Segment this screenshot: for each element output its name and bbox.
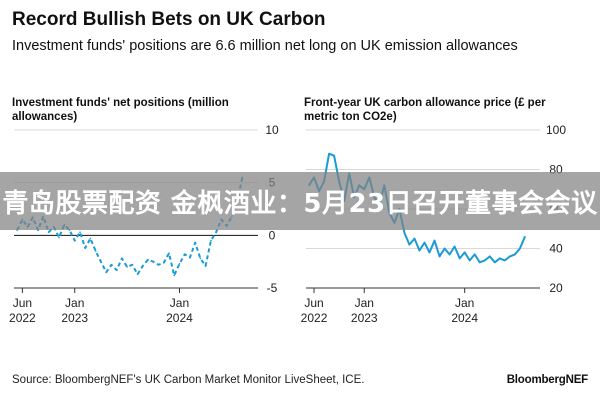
right-data-point (499, 257, 501, 260)
left-data-point (100, 260, 102, 263)
left-data-point (183, 253, 186, 256)
left-data-point (73, 239, 76, 242)
chart-subtitle: Investment funds' positions are 6.6 mill… (12, 38, 518, 54)
right-data-point (524, 235, 526, 238)
right-data-point (514, 253, 516, 256)
right-x-tick-label: Jan (455, 296, 474, 310)
right-data-point (453, 245, 456, 248)
left-data-point (79, 231, 81, 233)
left-data-point (189, 256, 191, 259)
left-data-point (94, 250, 97, 252)
brand-logo-text: BloombergNEF (506, 374, 588, 386)
left-x-tick-label: Jan (170, 296, 189, 310)
right-x-tick-label: Jun (304, 296, 323, 310)
left-data-point (152, 260, 155, 263)
left-y-tick-label: 0 (269, 228, 276, 242)
right-data-point (478, 261, 481, 264)
right-data-point (448, 253, 451, 256)
left-y-tick-label: 10 (265, 123, 279, 137)
left-data-point (157, 264, 160, 266)
left-data-point (121, 257, 123, 260)
left-data-point (168, 252, 170, 254)
right-panel-title: Front-year UK carbon allowance price (£ … (304, 97, 546, 123)
right-x-tick-label-year: 2022 (301, 311, 328, 325)
right-data-point (494, 261, 496, 264)
left-data-point (110, 264, 113, 266)
right-x-tick-label-year: 2023 (351, 311, 378, 325)
left-data-point (136, 273, 139, 276)
right-data-point (504, 259, 506, 262)
left-x-tick-label-year: 2023 (61, 311, 88, 325)
left-data-point (210, 239, 212, 242)
right-data-point (484, 259, 486, 262)
right-data-point (408, 243, 411, 246)
right-x-tick-label-year: 2024 (451, 311, 478, 325)
left-data-point (131, 264, 134, 266)
right-data-point (433, 239, 436, 242)
right-data-point (458, 257, 461, 260)
left-data-point (84, 247, 86, 249)
right-data-point (519, 247, 521, 250)
left-x-tick-label: Jan (65, 296, 84, 310)
right-data-point (468, 259, 471, 262)
left-y-tick-label: -5 (267, 281, 278, 295)
left-data-point (89, 237, 92, 240)
left-data-point (199, 257, 202, 260)
right-data-point (473, 253, 476, 256)
source-note: Source: BloombergNEF's UK Carbon Market … (12, 374, 365, 386)
overlay-banner (0, 172, 600, 230)
left-data-point (215, 231, 217, 233)
left-data-point (173, 274, 175, 277)
right-y-tick-label: 100 (546, 123, 566, 137)
left-x-tick-label-year: 2024 (166, 311, 193, 325)
right-y-tick-label: 40 (549, 242, 563, 256)
chart-title: Record Bullish Bets on UK Carbon (12, 9, 326, 30)
left-data-point (142, 265, 144, 267)
right-data-point (418, 249, 421, 252)
right-data-point (438, 255, 441, 258)
right-data-point (423, 241, 426, 244)
right-data-point (333, 154, 335, 157)
right-data-point (463, 251, 466, 254)
left-data-point (58, 236, 60, 239)
right-data-point (328, 152, 330, 155)
right-data-point (403, 231, 406, 234)
left-panel-title: Investment funds' net positions (million… (12, 97, 229, 123)
left-data-point (204, 265, 207, 267)
left-x-tick-label: Jun (13, 296, 32, 310)
left-data-point (115, 269, 118, 271)
left-data-point (178, 263, 181, 265)
left-data-point (163, 261, 165, 264)
left-data-point (194, 241, 196, 244)
left-data-point (147, 258, 149, 261)
right-data-point (428, 251, 431, 254)
left-data-point (126, 266, 128, 268)
right-data-point (413, 237, 416, 240)
left-x-tick-label-year: 2022 (9, 311, 36, 325)
overlay-banner-text: 青岛股票配资 金枫酒业：5月23日召开董事会会议 (2, 189, 598, 219)
right-data-point (509, 255, 511, 258)
right-y-tick-label: 20 (549, 281, 563, 295)
right-data-point (443, 247, 446, 250)
left-data-point (47, 231, 50, 233)
left-data-point (105, 271, 107, 274)
right-data-point (489, 255, 491, 258)
right-x-tick-label: Jan (355, 296, 374, 310)
